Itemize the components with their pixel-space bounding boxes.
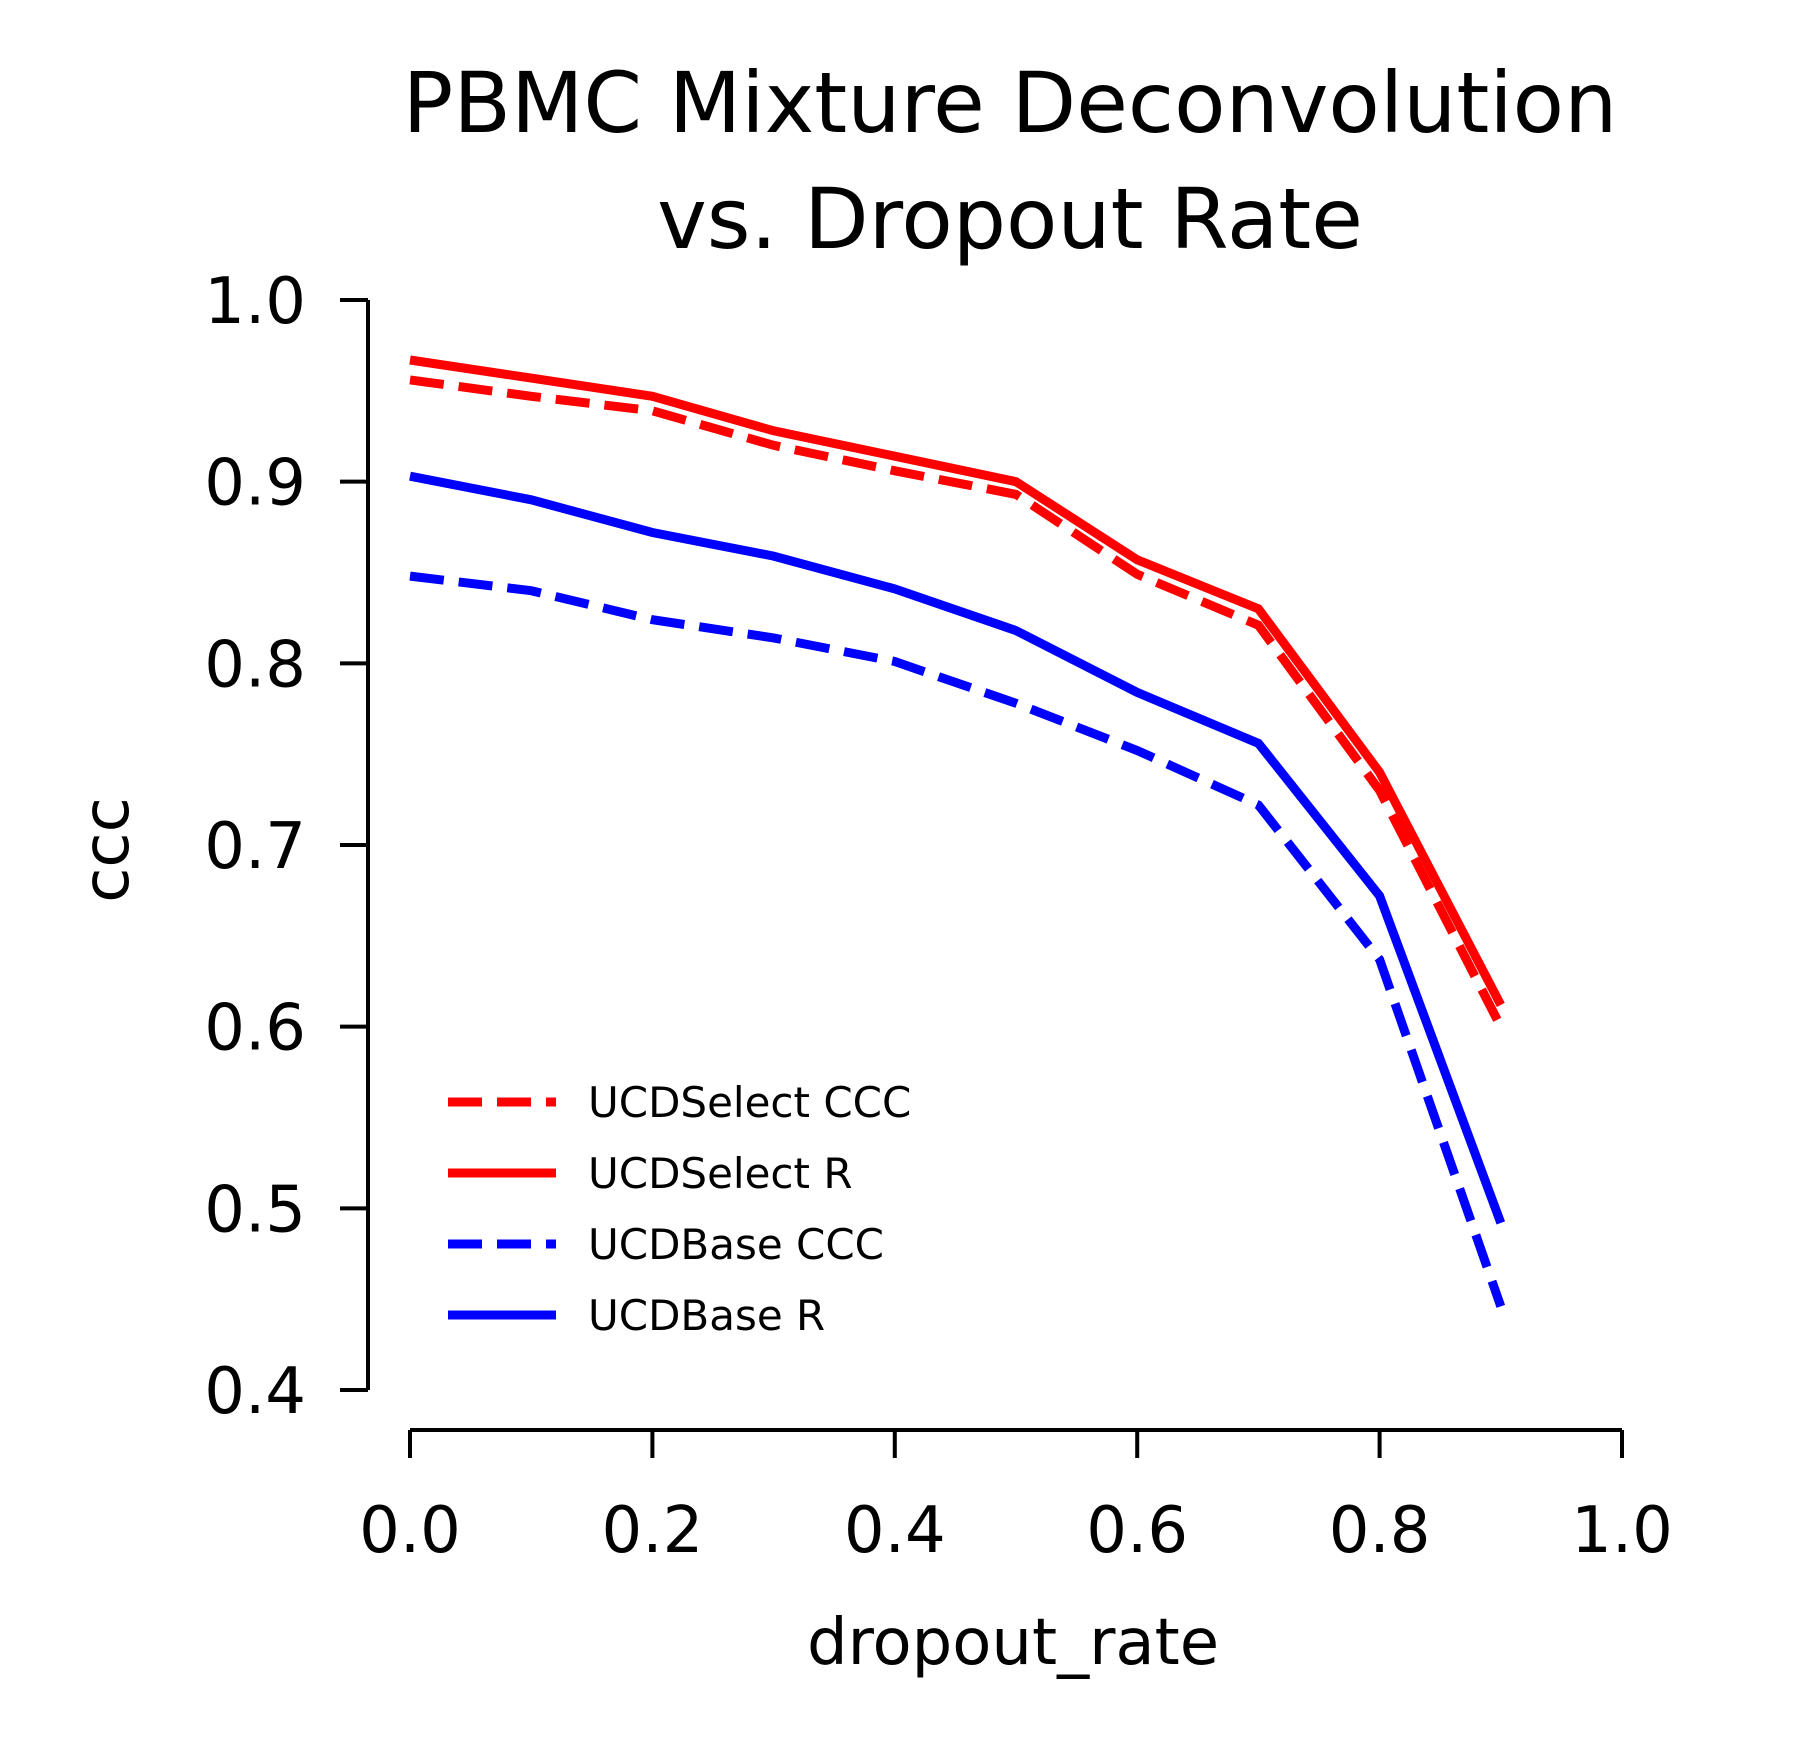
legend-label-2: UCDSelect R: [588, 1149, 853, 1198]
y-tick-label: 0.7: [204, 810, 306, 884]
y-axis: 0.4 0.5 0.6 0.7 0.8 0.9 1.0: [204, 265, 370, 1429]
legend-label-3: UCDBase CCC: [588, 1220, 884, 1269]
y-tick-label: 1.0: [204, 265, 306, 339]
chart-title-line-2: vs. Dropout Rate: [657, 170, 1363, 268]
x-tick-label: 1.0: [1571, 1494, 1673, 1568]
x-tick-label: 0.4: [844, 1494, 946, 1568]
series-line-3: [409, 571, 1506, 1308]
chart-title-line-1: PBMC Mixture Deconvolution: [403, 54, 1618, 152]
y-tick-label: 0.9: [204, 447, 306, 521]
legend-label-4: UCDBase R: [588, 1291, 825, 1340]
y-tick-label: 0.4: [204, 1355, 306, 1429]
x-tick-label: 0.6: [1086, 1494, 1188, 1568]
y-tick-label: 0.8: [204, 628, 306, 702]
legend-label-1: UCDSelect CCC: [588, 1078, 911, 1127]
y-tick-label: 0.5: [204, 1173, 306, 1247]
x-axis: 0.0 0.2 0.4 0.6 0.8 1.0: [359, 1428, 1673, 1568]
x-tick-label: 0.2: [602, 1494, 704, 1568]
series-line-2: [409, 355, 1505, 1007]
x-axis-label: dropout_rate: [807, 1606, 1219, 1680]
x-tick-label: 0.0: [359, 1494, 461, 1568]
series-layer: [409, 355, 1506, 1308]
x-tick-label: 0.8: [1329, 1494, 1431, 1568]
y-axis-label: ccc: [70, 797, 144, 903]
y-tick-label: 0.6: [204, 992, 306, 1066]
series-line-4: [409, 471, 1506, 1225]
series-line-1: [409, 375, 1505, 1029]
legend: UCDSelect CCC UCDSelect R UCDBase CCC UCDBa…: [448, 1078, 911, 1340]
